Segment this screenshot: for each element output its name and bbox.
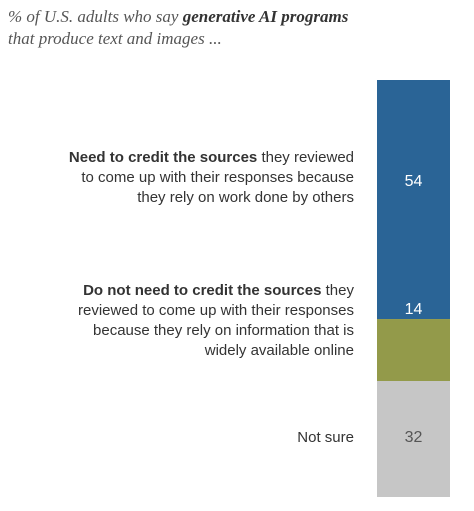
title-line2: that produce text and images ... <box>8 29 222 48</box>
title-emphasis: generative AI programs <box>182 7 349 26</box>
chart-title: % of U.S. adults who say generative AI p… <box>8 6 448 50</box>
title-prefix: % of U.S. adults who say <box>8 7 183 26</box>
row-label-need-credit: Need to credit the sources they reviewed… <box>69 148 354 208</box>
row-label-text: reviewed to come up with their responses <box>78 302 354 319</box>
row-label-text: because they rely on information that is <box>93 322 354 339</box>
bar-segment <box>377 80 450 320</box>
row-label-text: they reviewed <box>257 149 354 166</box>
bar-value-label: 54 <box>405 173 423 190</box>
row-label-bold: Need to credit the sources <box>68 149 258 166</box>
row-label-text: Not sure <box>297 429 354 446</box>
bar-value-label: 14 <box>405 301 423 318</box>
row-label-text: to come up with their responses because <box>81 169 354 186</box>
row-label-text: widely available online <box>204 342 354 359</box>
bar-value-label: 32 <box>405 429 423 446</box>
row-label-not-sure: Not sure <box>297 428 354 448</box>
row-label-text: they <box>321 282 354 299</box>
bar-segment <box>377 381 450 497</box>
row-label-text: they rely on work done by others <box>137 189 354 206</box>
row-label-bold: Do not need to credit the sources <box>83 282 322 299</box>
bar-segment <box>377 319 450 381</box>
row-label-no-need-credit: Do not need to credit the sources they r… <box>78 281 354 361</box>
